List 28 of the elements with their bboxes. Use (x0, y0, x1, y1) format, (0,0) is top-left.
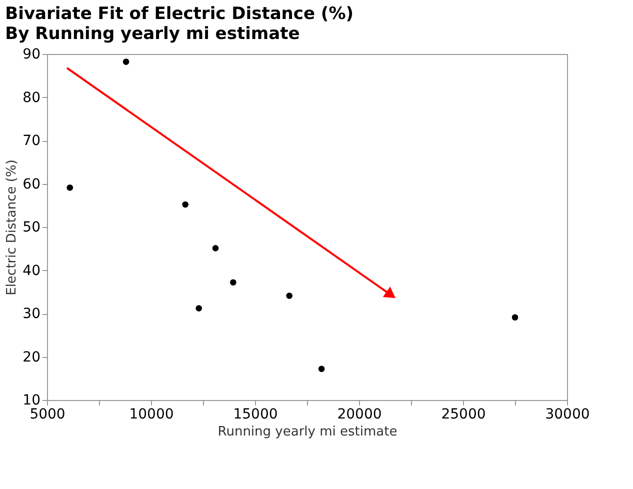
y-tick-label: 40 (22, 262, 40, 279)
point (66, 184, 74, 191)
point (286, 292, 292, 299)
y-tick-label: 90 (22, 46, 40, 62)
y-tick-label: 30 (22, 306, 40, 322)
point (230, 279, 236, 286)
chart-subtitle: By Running yearly mi estimate (5, 24, 300, 44)
y-tick-label: 80 (22, 90, 40, 106)
y-tick-label: 50 (22, 220, 40, 236)
x-tick-label: 30000 (545, 406, 590, 422)
point (196, 305, 202, 312)
y-tick-label: 10 (22, 392, 40, 408)
y-axis-title: Electric Distance (%) (4, 160, 20, 296)
point (512, 314, 518, 321)
y-tick-label: 20 (22, 349, 40, 366)
point (212, 245, 219, 252)
x-tick-label: 10000 (129, 406, 174, 422)
x-tick-label: 5000 (30, 406, 66, 422)
x-tick-label: 25000 (441, 406, 486, 422)
y-tick-label: 60 (22, 176, 40, 192)
x-tick-label: 20000 (337, 406, 382, 422)
point (318, 366, 325, 372)
chart-title: Bivariate Fit of Electric Distance (%) (5, 4, 354, 24)
y-tick-label: 70 (22, 133, 40, 149)
x-tick-label: 15000 (233, 406, 278, 422)
point (182, 201, 188, 208)
point (122, 58, 130, 65)
x-axis-title: Running yearly mi estimate (218, 424, 398, 440)
